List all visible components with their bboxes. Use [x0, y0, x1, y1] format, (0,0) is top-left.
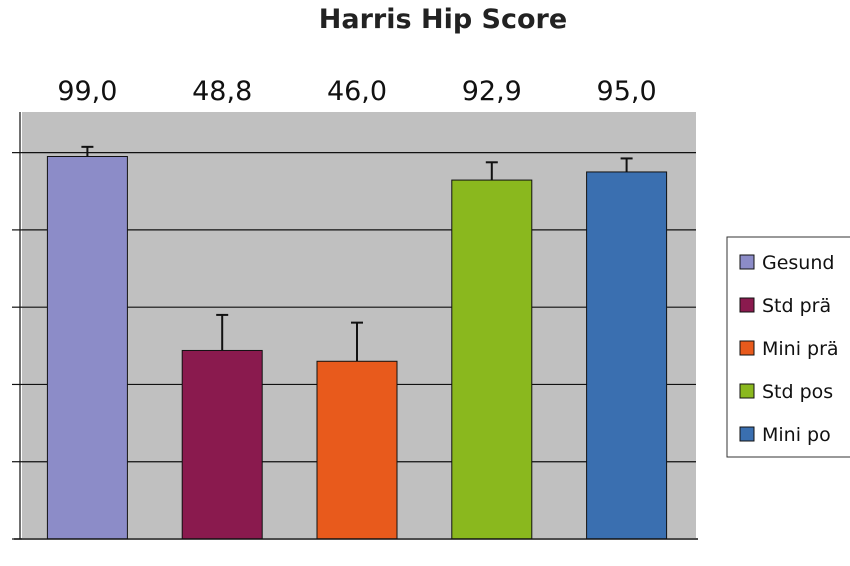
- legend-swatch: [739, 254, 755, 270]
- bar: [586, 171, 668, 540]
- legend-item-label: Gesund: [762, 252, 834, 274]
- legend-item-label: Mini prä: [762, 338, 839, 360]
- data-label: 48,8: [192, 76, 252, 107]
- legend-item-label: Std pos: [762, 381, 833, 403]
- data-label: 92,9: [462, 76, 522, 107]
- value-labels: 99,0 48,8 46,0 92,9 95,0: [57, 76, 656, 107]
- legend-swatch: [739, 297, 755, 313]
- bars: [46, 145, 668, 540]
- bar: [46, 156, 128, 540]
- bar: [451, 179, 533, 540]
- data-label: 99,0: [57, 76, 117, 107]
- bar: [181, 349, 263, 540]
- legend-swatch: [739, 340, 755, 356]
- legend-swatch: [739, 426, 755, 442]
- data-label: 46,0: [327, 76, 387, 107]
- bar: [316, 360, 398, 540]
- chart-title: Harris Hip Score: [319, 4, 567, 35]
- legend-item-label: Mini po: [762, 424, 831, 446]
- legend: Gesund Std prä Mini prä Std pos Mini po: [726, 236, 850, 458]
- legend-item-label: Std prä: [762, 295, 831, 317]
- data-label: 95,0: [597, 76, 657, 107]
- legend-swatch: [739, 383, 755, 399]
- y-axis-ticks: [12, 112, 22, 540]
